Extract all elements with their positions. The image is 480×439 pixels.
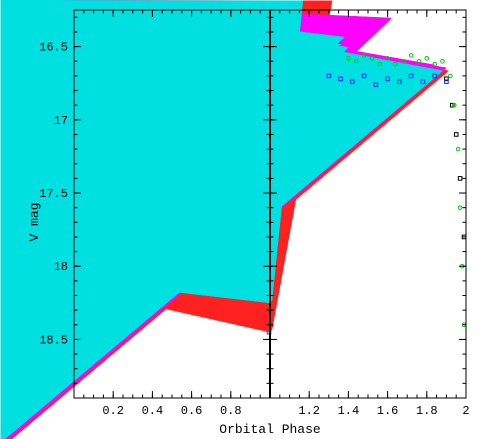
data-point bbox=[397, 79, 402, 85]
data-point bbox=[448, 73, 453, 79]
data-point bbox=[338, 76, 343, 82]
data-point bbox=[424, 56, 430, 61]
data-point bbox=[457, 205, 463, 210]
data-point bbox=[400, 58, 406, 64]
x-tick-label: 1.4 bbox=[338, 404, 360, 418]
y-tick-label: 17.5 bbox=[39, 187, 68, 201]
x-tick-label: 0.4 bbox=[142, 404, 164, 418]
data-point bbox=[444, 79, 449, 85]
data-point bbox=[420, 79, 426, 85]
data-point bbox=[361, 73, 367, 79]
data-point bbox=[0, 0, 443, 439]
data-series bbox=[326, 73, 449, 87]
data-point bbox=[393, 61, 398, 67]
data-point bbox=[416, 58, 422, 64]
data-point bbox=[451, 102, 457, 108]
y-axis-label: V mag bbox=[27, 202, 42, 241]
data-point bbox=[326, 73, 332, 79]
y-tick-label: 18.5 bbox=[39, 333, 68, 347]
data-point bbox=[346, 56, 351, 61]
x-tick-label: 0.2 bbox=[102, 404, 124, 418]
y-tick-label: 18 bbox=[54, 260, 68, 274]
data-point bbox=[377, 61, 383, 67]
x-tick-label: 0.8 bbox=[220, 404, 242, 418]
y-tick-label: 17 bbox=[54, 114, 68, 128]
data-point bbox=[408, 53, 414, 58]
x-tick-label: 0.6 bbox=[181, 404, 203, 418]
data-point bbox=[453, 132, 459, 137]
data-point bbox=[455, 146, 461, 152]
x-tick-label: 1.8 bbox=[416, 404, 438, 418]
data-point bbox=[373, 82, 379, 87]
data-point bbox=[440, 58, 445, 64]
data-point bbox=[369, 56, 375, 61]
data-point bbox=[432, 61, 437, 67]
data-point bbox=[449, 102, 455, 108]
data-point bbox=[361, 53, 367, 58]
x-tick-label: 2 bbox=[462, 404, 469, 418]
data-point bbox=[385, 76, 390, 82]
data-point bbox=[408, 73, 414, 79]
data-point bbox=[350, 79, 355, 85]
x-axis-label: Orbital Phase bbox=[219, 422, 320, 437]
x-tick-label: 1.2 bbox=[298, 404, 320, 418]
data-point bbox=[457, 176, 463, 181]
data-point bbox=[432, 73, 437, 79]
data-point bbox=[353, 58, 359, 64]
data-series bbox=[0, 0, 443, 439]
data-point bbox=[385, 56, 390, 61]
data-point bbox=[444, 76, 449, 82]
x-tick-label: 1.6 bbox=[377, 404, 399, 418]
y-tick-label: 16.5 bbox=[39, 41, 68, 55]
